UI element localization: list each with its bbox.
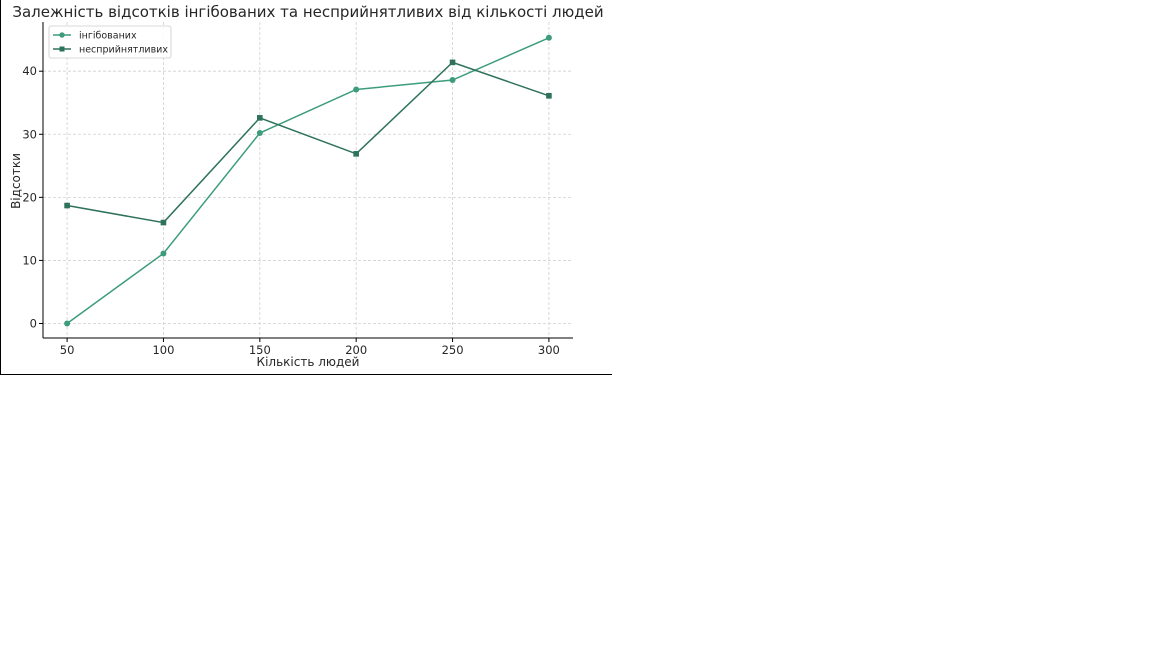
line-chart: Залежність відсотків інгібованих та несп… bbox=[9, 3, 604, 369]
x-tick-label: 100 bbox=[152, 343, 174, 357]
data-point bbox=[449, 77, 456, 84]
data-point bbox=[449, 59, 456, 66]
series-2 bbox=[64, 59, 552, 226]
series-line-2 bbox=[66, 61, 550, 224]
data-point bbox=[353, 86, 360, 93]
x-tick-label: 250 bbox=[442, 343, 464, 357]
data-point bbox=[545, 34, 552, 41]
x-tick-label: 150 bbox=[249, 343, 271, 357]
legend-item-2: несприйнятливих bbox=[53, 44, 168, 55]
data-point bbox=[353, 151, 359, 157]
y-tick-label: 40 bbox=[22, 64, 37, 78]
series-layer bbox=[64, 34, 552, 327]
axes bbox=[42, 22, 573, 339]
legend-label: несприйнятливих bbox=[79, 44, 168, 55]
data-point bbox=[257, 115, 263, 121]
chart-title: Залежність відсотків інгібованих та несп… bbox=[12, 3, 603, 21]
legend-marker bbox=[59, 46, 65, 52]
x-tick-label: 50 bbox=[60, 343, 75, 357]
legend-label: інгібованих bbox=[79, 30, 137, 41]
series-line-1 bbox=[66, 37, 550, 325]
data-point bbox=[160, 250, 167, 257]
legend: інгібованих несприйнятливих bbox=[48, 25, 172, 59]
series-1 bbox=[64, 34, 552, 327]
x-axis-label: Кількість людей bbox=[257, 355, 360, 369]
data-point bbox=[64, 202, 70, 209]
y-tick-label: 20 bbox=[22, 190, 37, 204]
data-point bbox=[546, 92, 552, 99]
ticks: 50 100 150 200 250 300 0 10 20 30 40 bbox=[22, 64, 560, 357]
x-tick-label: 300 bbox=[538, 343, 560, 357]
data-point bbox=[160, 219, 167, 226]
grid bbox=[43, 22, 573, 338]
y-tick-label: 0 bbox=[30, 316, 37, 330]
data-point bbox=[64, 320, 71, 327]
y-tick-label: 10 bbox=[22, 253, 37, 267]
y-axis-label: Відсотки bbox=[9, 153, 23, 209]
legend-box bbox=[48, 25, 172, 59]
data-point bbox=[256, 130, 263, 137]
y-tick-label: 30 bbox=[22, 127, 37, 141]
chart-frame: Залежність відсотків інгібованих та несп… bbox=[0, 0, 612, 375]
x-tick-label: 200 bbox=[345, 343, 367, 357]
legend-marker bbox=[59, 32, 65, 38]
legend-item-1: інгібованих bbox=[53, 30, 137, 41]
